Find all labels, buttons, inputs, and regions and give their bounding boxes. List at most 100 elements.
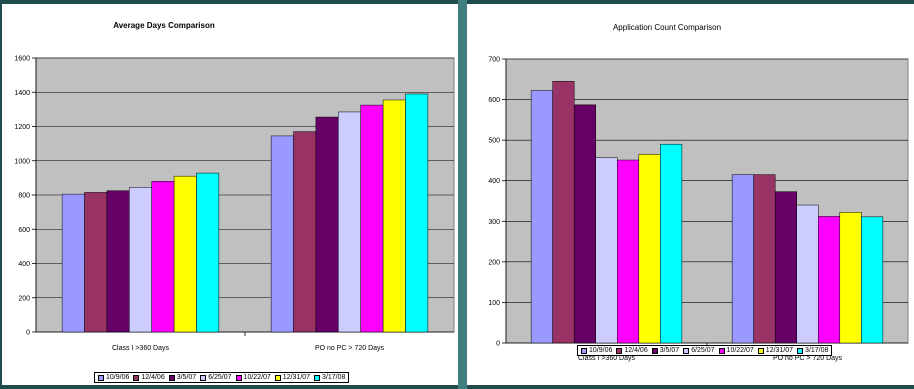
legend-label: 3/17/08 xyxy=(322,374,346,381)
bar xyxy=(731,174,754,344)
bar xyxy=(861,216,884,344)
average-days-chart: Average Days Comparison 0 200 400 600 800 1000… xyxy=(14,21,455,352)
y-tick-label: 800 xyxy=(18,193,30,200)
chart-legend: 10/9/06 12/4/06 3/5/07 6/25/07 10/22/07 12/31… xyxy=(94,372,350,383)
legend-swatch xyxy=(757,347,764,354)
legend-swatch xyxy=(581,347,587,354)
bar xyxy=(660,143,683,344)
legend-swatch xyxy=(200,374,207,381)
bar xyxy=(638,154,661,344)
legend-label: 3/5/07 xyxy=(176,374,197,381)
legend-swatch xyxy=(718,347,725,354)
bar xyxy=(315,116,339,333)
y-tick-label: 300 xyxy=(488,219,500,226)
legend-item: 10/9/06 xyxy=(98,374,129,381)
bar xyxy=(106,190,130,333)
y-tick-label: 500 xyxy=(488,138,500,145)
bar xyxy=(293,131,317,333)
bar xyxy=(196,172,220,333)
legend-label: 12/31/07 xyxy=(765,347,794,354)
bar xyxy=(61,193,85,333)
legend-item: 12/31/07 xyxy=(274,374,311,381)
legend-swatch xyxy=(314,374,321,381)
legend-swatch xyxy=(797,347,804,354)
legend-swatch xyxy=(616,347,623,354)
legend-label: 10/22/07 xyxy=(243,374,271,381)
legend-label: 10/9/06 xyxy=(106,374,130,381)
application-count-chart: Application Count Comparison 0 100 200 300 40… xyxy=(488,23,909,362)
legend-label: 6/25/07 xyxy=(208,374,232,381)
y-tick-label: 1600 xyxy=(14,56,30,63)
y-tick-label: 200 xyxy=(18,295,30,302)
legend-item: 12/4/06 xyxy=(133,374,165,381)
bar xyxy=(84,192,108,333)
category-label: Class I >360 Days xyxy=(112,345,169,352)
y-tick-label: 1400 xyxy=(14,90,30,97)
legend-item: 10/22/07 xyxy=(235,374,271,381)
y-tick-label: 600 xyxy=(488,97,500,104)
bar xyxy=(530,90,553,344)
chart-legend: 10/9/06 12/4/06 3/5/07 6/25/07 10/22/07 12/31… xyxy=(577,345,833,356)
bar xyxy=(796,204,819,344)
bar xyxy=(573,104,596,344)
category-label: Class I >360 Days xyxy=(578,355,635,362)
bar xyxy=(753,174,776,344)
legend-item: 3/5/07 xyxy=(168,374,197,381)
bar xyxy=(818,216,841,344)
bar xyxy=(774,191,797,344)
bar xyxy=(839,212,862,344)
y-tick-label: 1000 xyxy=(14,158,30,165)
legend-item: 6/25/07 xyxy=(683,347,715,354)
chart-title: Average Days Comparison xyxy=(113,21,215,30)
legend-label: 12/4/06 xyxy=(624,347,648,354)
bar xyxy=(129,187,152,333)
chart-panel-average-days: Average Days Comparison 0 200 400 600 800 1000… xyxy=(2,4,458,385)
legend-label: 12/31/07 xyxy=(282,374,311,381)
bar xyxy=(270,135,294,333)
legend-swatch xyxy=(235,374,242,381)
legend-label: 12/4/06 xyxy=(141,374,165,381)
legend-swatch xyxy=(274,374,281,381)
y-tick-label: 1200 xyxy=(14,124,30,131)
legend-label: 6/25/07 xyxy=(691,347,715,354)
bar xyxy=(405,93,429,333)
bar xyxy=(617,159,640,344)
bar xyxy=(173,175,197,333)
legend-label: 10/22/07 xyxy=(726,347,754,354)
y-tick-label: 600 xyxy=(18,227,30,234)
bar xyxy=(552,81,575,344)
legend-item: 12/31/07 xyxy=(757,347,794,354)
y-tick-label: 0 xyxy=(26,330,30,337)
chart-title: Application Count Comparison xyxy=(613,23,721,32)
category-label: PO no PC > 720 Days xyxy=(773,355,843,362)
legend-swatch xyxy=(168,374,175,381)
panel-divider xyxy=(458,0,467,389)
y-tick-label: 200 xyxy=(488,259,500,266)
legend-swatch xyxy=(133,374,140,381)
bar xyxy=(360,104,384,333)
legend-swatch xyxy=(98,374,104,381)
chart-panel-application-count: Application Count Comparison 0 100 200 300 40… xyxy=(467,4,914,385)
legend-label: 3/5/07 xyxy=(659,347,680,354)
bar xyxy=(382,99,406,333)
legend-item: 3/5/07 xyxy=(651,347,680,354)
y-tick-label: 400 xyxy=(488,178,500,185)
bar xyxy=(338,111,361,333)
legend-item: 10/22/07 xyxy=(718,347,754,354)
bar xyxy=(595,157,618,344)
legend-item: 10/9/06 xyxy=(581,347,612,354)
y-tick-label: 100 xyxy=(488,300,500,307)
y-tick-label: 400 xyxy=(18,261,30,268)
legend-swatch xyxy=(651,347,658,354)
legend-item: 3/17/08 xyxy=(797,347,828,354)
bar xyxy=(151,181,175,333)
legend-label: 3/17/08 xyxy=(805,347,829,354)
legend-swatch xyxy=(683,347,690,354)
y-tick-label: 700 xyxy=(488,57,500,64)
legend-item: 3/17/08 xyxy=(314,374,345,381)
legend-item: 6/25/07 xyxy=(200,374,232,381)
legend-label: 10/9/06 xyxy=(589,347,613,354)
y-tick-label: 0 xyxy=(496,341,500,348)
category-label: PO no PC > 720 Days xyxy=(315,345,385,352)
legend-item: 12/4/06 xyxy=(616,347,648,354)
